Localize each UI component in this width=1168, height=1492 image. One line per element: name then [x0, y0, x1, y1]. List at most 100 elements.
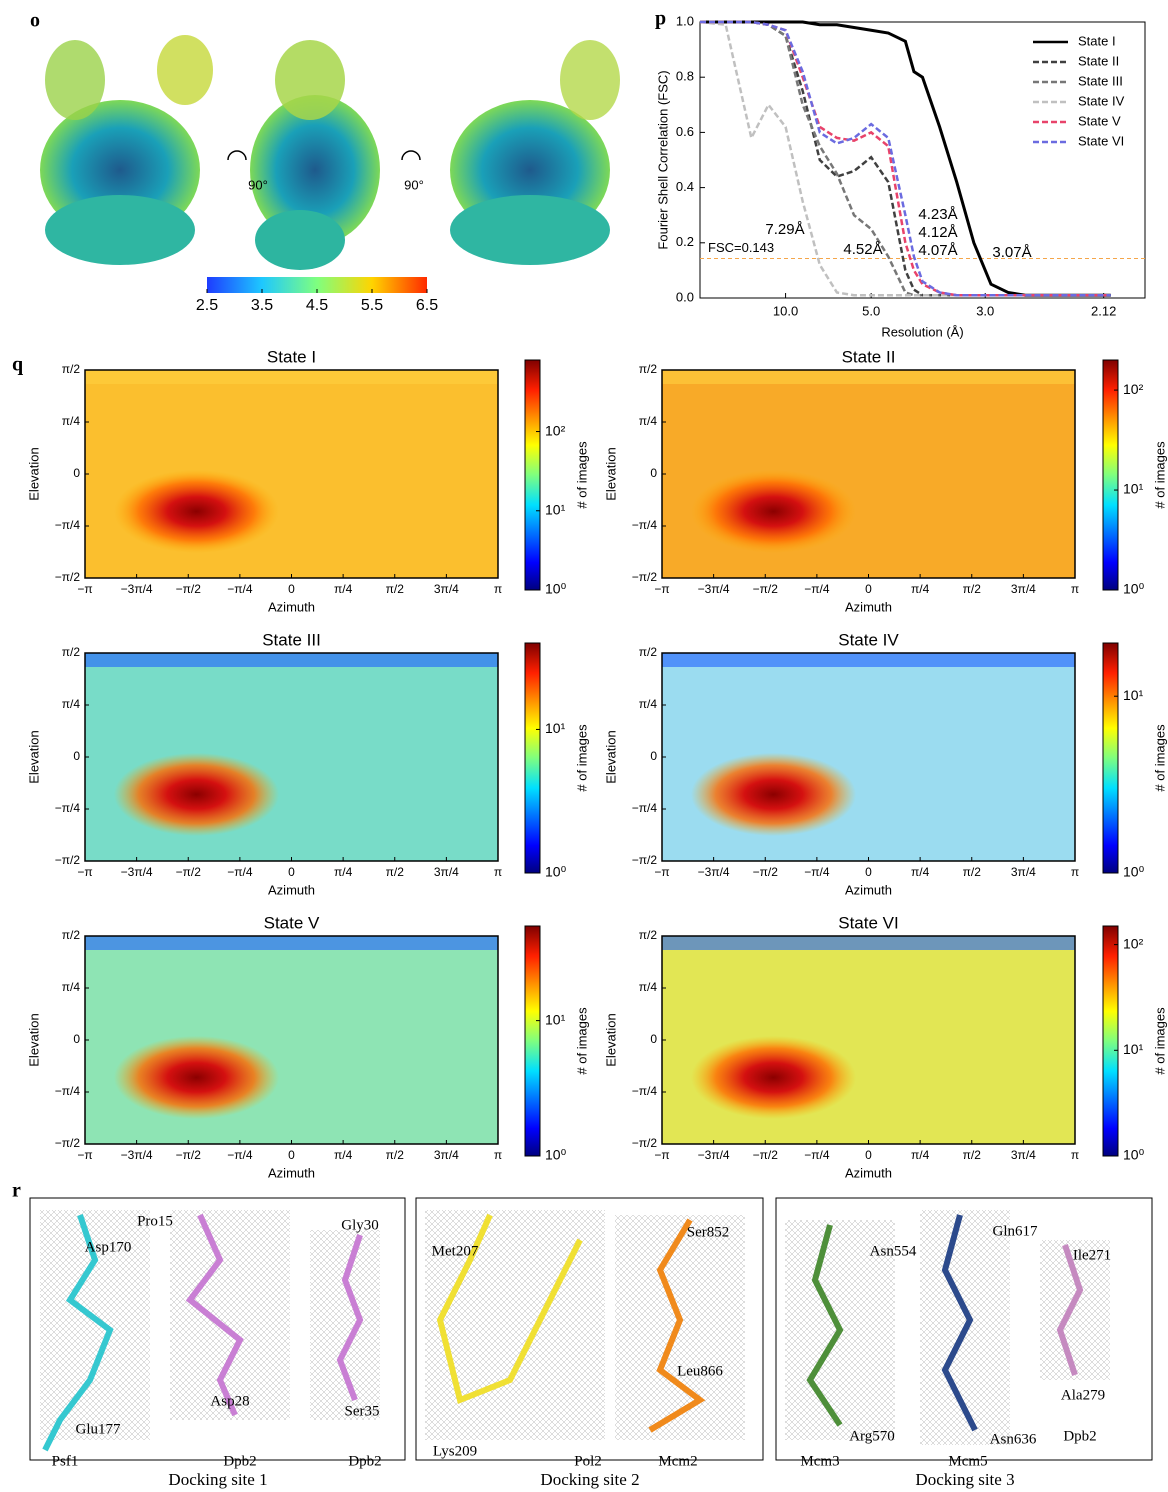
structure-boxes [29, 1197, 1153, 1461]
x-tick-label: −π [654, 1148, 669, 1162]
legend-label: State VI [1078, 133, 1124, 148]
colorbar-tick-label: 10⁰ [545, 1147, 567, 1163]
x-tick-label: π [494, 582, 502, 596]
residue-label: Glu177 [76, 1421, 122, 1437]
residue-label: Asn554 [870, 1243, 917, 1259]
y-tick-label: −π/4 [632, 801, 658, 815]
y-tick-label: −π/4 [55, 1084, 81, 1098]
density-background [662, 936, 1075, 1144]
density-peak [690, 752, 857, 837]
x-tick-label: π/2 [386, 582, 405, 596]
legend-label: State III [1078, 73, 1123, 88]
x-axis-label: Azimuth [845, 599, 892, 614]
fsc-line [700, 20, 1111, 297]
colorbar [524, 925, 541, 1157]
density-peak [113, 1035, 280, 1120]
x-tick-label: −π [77, 1148, 92, 1162]
rotation-label: 90° [404, 177, 424, 192]
x-tick-label: −π/4 [227, 1148, 253, 1162]
x-tick-label: −π/4 [804, 582, 830, 596]
y-tick-label: π/2 [62, 362, 81, 376]
colorbar-tick-label: 10¹ [545, 720, 566, 736]
colorbar-tick-label: 6.5 [416, 297, 438, 314]
colorbar-tick-label: 10¹ [545, 1011, 566, 1027]
x-tick-label: −π/2 [753, 865, 779, 879]
y-tick-label: −π/2 [55, 1136, 81, 1150]
x-tick-label: π/4 [334, 1148, 353, 1162]
y-tick-label: π/2 [62, 928, 81, 942]
colorbar-tick-label: 2.5 [196, 297, 218, 314]
x-tick-label: 3π/4 [434, 865, 459, 879]
colorbar-label: # of images [1152, 1007, 1167, 1075]
y-tick-label: π/2 [639, 645, 658, 659]
x-tick-label: 0 [288, 582, 295, 596]
x-tick-label: π/4 [911, 865, 930, 879]
y-tick-label: 0 [650, 466, 657, 480]
y-tick-label: 1.0 [676, 13, 694, 28]
x-tick-label: 0 [288, 1148, 295, 1162]
x-tick-label: π [494, 1148, 502, 1162]
y-axis-label: Elevation [603, 1013, 618, 1066]
colorbar-tick-label: 10² [1123, 381, 1144, 397]
panel-label: r [12, 1180, 21, 1202]
x-tick-label: −π [654, 865, 669, 879]
y-axis-label: Fourier Shell Correlation (FSC) [655, 70, 670, 249]
x-tick-label: π [1071, 1148, 1079, 1162]
x-tick-label: 10.0 [773, 303, 798, 318]
chart-title: State VI [838, 913, 898, 932]
x-tick-label: π/2 [963, 582, 982, 596]
colorbar-tick-label: 4.5 [306, 297, 328, 314]
resolution-annotation: 3.07Å [992, 244, 1031, 261]
x-tick-label: π/4 [911, 582, 930, 596]
x-tick-label: 3π/4 [1011, 1148, 1036, 1162]
y-tick-label: 0.2 [676, 234, 694, 249]
x-tick-label: 3π/4 [1011, 582, 1036, 596]
colorbar-label: # of images [1152, 441, 1167, 509]
resolution-annotation: 7.29Å [765, 221, 804, 238]
x-tick-label: −π [77, 582, 92, 596]
y-tick-label: −π/2 [55, 570, 81, 584]
resolution-annotation: 4.12Å [918, 224, 957, 241]
residue-label: Psf1 [52, 1453, 79, 1469]
residue-label: Leu866 [677, 1363, 723, 1379]
x-tick-label: −π/4 [227, 582, 253, 596]
resolution-annotation: 4.52Å [843, 241, 882, 258]
x-tick-label: π [494, 865, 502, 879]
x-tick-label: 0 [865, 582, 872, 596]
y-tick-label: π/4 [639, 980, 658, 994]
y-tick-label: 0 [73, 466, 80, 480]
x-tick-label: −π/4 [227, 865, 253, 879]
sparse-band [85, 653, 498, 667]
x-tick-label: 2.12 [1091, 303, 1116, 318]
x-tick-label: 0 [288, 865, 295, 879]
y-tick-label: 0.0 [676, 289, 694, 304]
density-background [85, 936, 498, 1144]
docking-caption: Docking site 2 [540, 1470, 639, 1489]
colorbar-tick-label: 10⁰ [545, 864, 567, 880]
density-map [40, 35, 620, 270]
docking-caption: Docking site 1 [168, 1470, 267, 1489]
residue-label: Dpb2 [1063, 1428, 1096, 1444]
residue-label: Asn636 [990, 1431, 1037, 1447]
residue-label: Lys209 [433, 1443, 477, 1459]
colorbar-tick-label: 10⁰ [1123, 1147, 1145, 1163]
y-tick-label: 0.8 [676, 69, 694, 84]
chart-title: State I [267, 347, 316, 366]
x-tick-label: π/2 [963, 1148, 982, 1162]
chart-title: State II [842, 347, 896, 366]
residue-label: Ser35 [345, 1403, 380, 1419]
x-tick-label: −3π/4 [698, 865, 730, 879]
residue-label: Dpb2 [348, 1453, 381, 1469]
x-axis-label: Resolution (Å) [881, 324, 963, 339]
y-tick-label: π/4 [639, 414, 658, 428]
colorbar [524, 642, 541, 874]
panel-label: o [30, 10, 40, 32]
y-tick-label: π/2 [639, 362, 658, 376]
y-tick-label: 0 [650, 1032, 657, 1046]
residue-label: Mcm5 [948, 1453, 987, 1469]
density-peak [690, 469, 857, 554]
x-tick-label: 0 [865, 1148, 872, 1162]
x-tick-label: 3π/4 [434, 582, 459, 596]
colorbar-label: # of images [574, 1007, 589, 1075]
